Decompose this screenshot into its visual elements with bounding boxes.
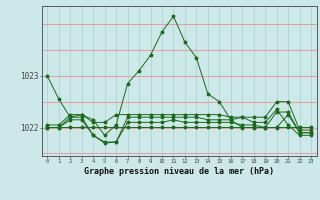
X-axis label: Graphe pression niveau de la mer (hPa): Graphe pression niveau de la mer (hPa) (84, 167, 274, 176)
